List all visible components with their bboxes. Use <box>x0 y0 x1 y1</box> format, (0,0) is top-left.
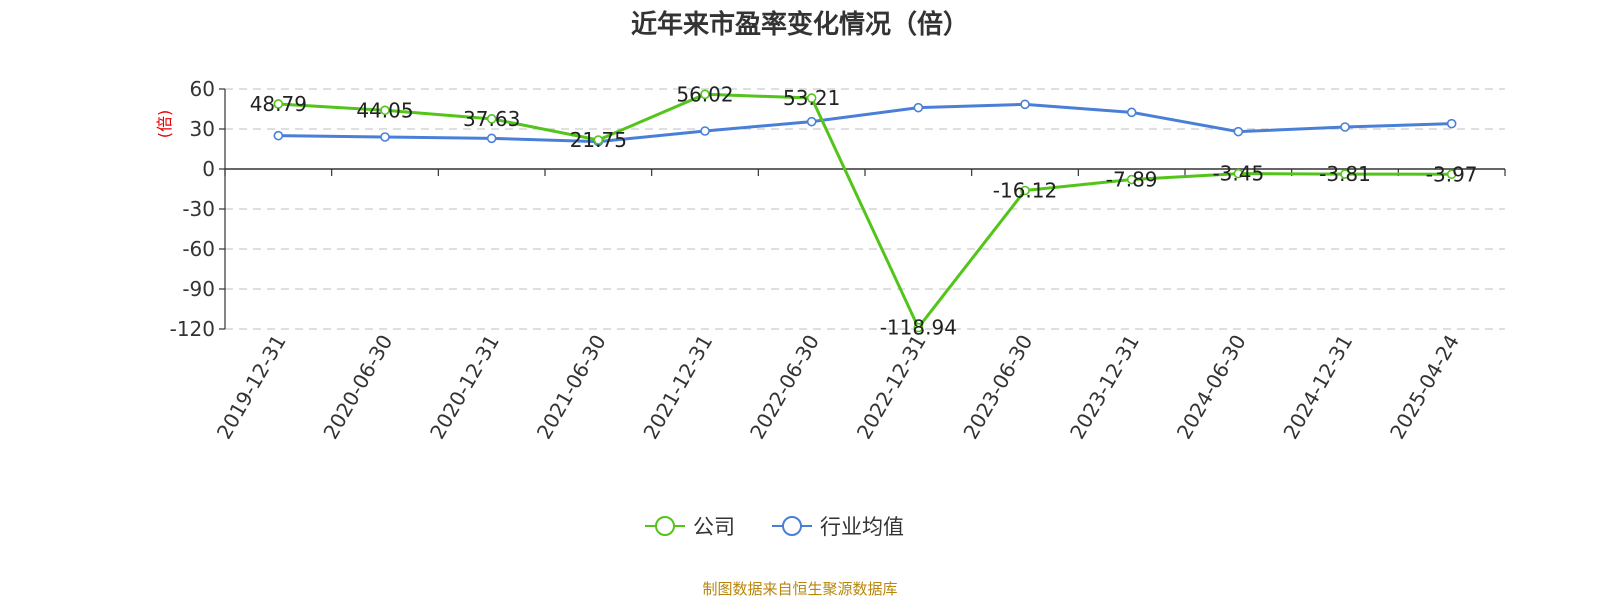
series-0-point-8 <box>1126 174 1137 185</box>
data-label-10: -3.81 <box>1319 162 1371 186</box>
y-tick-label-5: -90 <box>182 277 215 301</box>
data-label-6: -118.94 <box>880 316 957 340</box>
series-1-point-0 <box>273 130 284 141</box>
series-line-1 <box>278 102 1452 144</box>
data-label-8: -7.89 <box>1106 168 1158 192</box>
series-lines <box>273 89 1457 333</box>
source-note: 制图数据来自恒生聚源数据库 <box>702 580 897 598</box>
legend: 公司 行业均值 <box>645 515 904 539</box>
data-label-0: 48.79 <box>250 92 307 116</box>
data-label-3: 21.75 <box>570 128 627 152</box>
series-1-point-2 <box>486 133 497 144</box>
series-1-point-1 <box>380 132 390 142</box>
data-label-4: 56.02 <box>676 82 733 106</box>
data-label-11: -3.97 <box>1426 162 1478 186</box>
series-0-point-4 <box>700 89 710 100</box>
data-label-2: 37.63 <box>463 107 520 131</box>
series-1-point-10 <box>1340 122 1350 132</box>
series-0-point-1 <box>380 105 390 116</box>
x-tick-label-9: 2024-06-30 <box>1172 331 1251 444</box>
x-tick-label-3: 2021-06-30 <box>532 331 611 444</box>
x-tick-label-5: 2022-06-30 <box>745 331 824 444</box>
y-tick-label-2: 0 <box>202 157 215 181</box>
series-1-point-5 <box>806 116 817 127</box>
y-tick-label-0: 60 <box>190 77 215 101</box>
series-line-0 <box>278 92 1452 330</box>
grid-lines <box>225 88 1505 330</box>
legend-swatch-marker-0 <box>655 516 675 536</box>
x-tick-label-10: 2024-12-31 <box>1278 331 1357 444</box>
series-1-point-7 <box>1020 99 1030 110</box>
data-label-5: 53.21 <box>783 86 840 110</box>
x-tick-label-8: 2023-12-31 <box>1065 331 1144 444</box>
data-label-1: 44.05 <box>356 98 413 122</box>
legend-item-1: 行业均值 <box>772 515 904 539</box>
series-0-point-6 <box>913 322 924 333</box>
x-tick-label-6: 2022-12-31 <box>852 330 931 443</box>
y-tick-label-6: -120 <box>170 317 215 341</box>
legend-swatch-marker-1 <box>782 516 802 536</box>
y-tick-label-1: 30 <box>190 117 215 141</box>
series-0-point-7 <box>1020 185 1030 196</box>
legend-item-0: 公司 <box>645 515 735 539</box>
series-0-point-0 <box>273 99 284 109</box>
x-tick-label-1: 2020-06-30 <box>318 331 397 444</box>
data-labels: 48.79 44.05 37.63 21.75 56.02 53.21 -118.94 -16… <box>250 82 1478 339</box>
x-tick-label-2: 2020-12-31 <box>425 330 504 443</box>
series-0-point-9 <box>1233 168 1244 179</box>
series-0-point-11 <box>1446 169 1457 180</box>
data-label-7: -16.12 <box>993 178 1057 202</box>
series-1-point-6 <box>913 102 924 113</box>
x-tick-label-7: 2023-06-30 <box>958 331 1037 444</box>
legend-label-0: 公司 <box>693 515 735 539</box>
series-1-point-4 <box>700 126 710 136</box>
y-axis-label: (倍) <box>155 110 174 139</box>
series-1-point-9 <box>1233 126 1244 137</box>
series-1-point-11 <box>1446 118 1457 129</box>
data-label-9: -3.45 <box>1212 162 1264 186</box>
x-tick-label-11: 2025-04-24 <box>1385 331 1464 444</box>
chart-title: 近年来市盈率变化情况（倍） <box>631 9 969 40</box>
series-0-point-2 <box>486 114 497 124</box>
y-tick-label-3: -30 <box>182 197 215 221</box>
series-0-point-5 <box>806 93 817 103</box>
series-0-point-3 <box>593 135 604 145</box>
legend-label-1: 行业均值 <box>820 515 904 539</box>
x-tick-label-0: 2019-12-31 <box>212 331 291 444</box>
x-tick-label-4: 2021-12-31 <box>638 331 717 444</box>
series-1-point-8 <box>1126 107 1137 118</box>
series-0-point-10 <box>1340 169 1350 179</box>
y-tick-label-4: -60 <box>182 237 215 261</box>
